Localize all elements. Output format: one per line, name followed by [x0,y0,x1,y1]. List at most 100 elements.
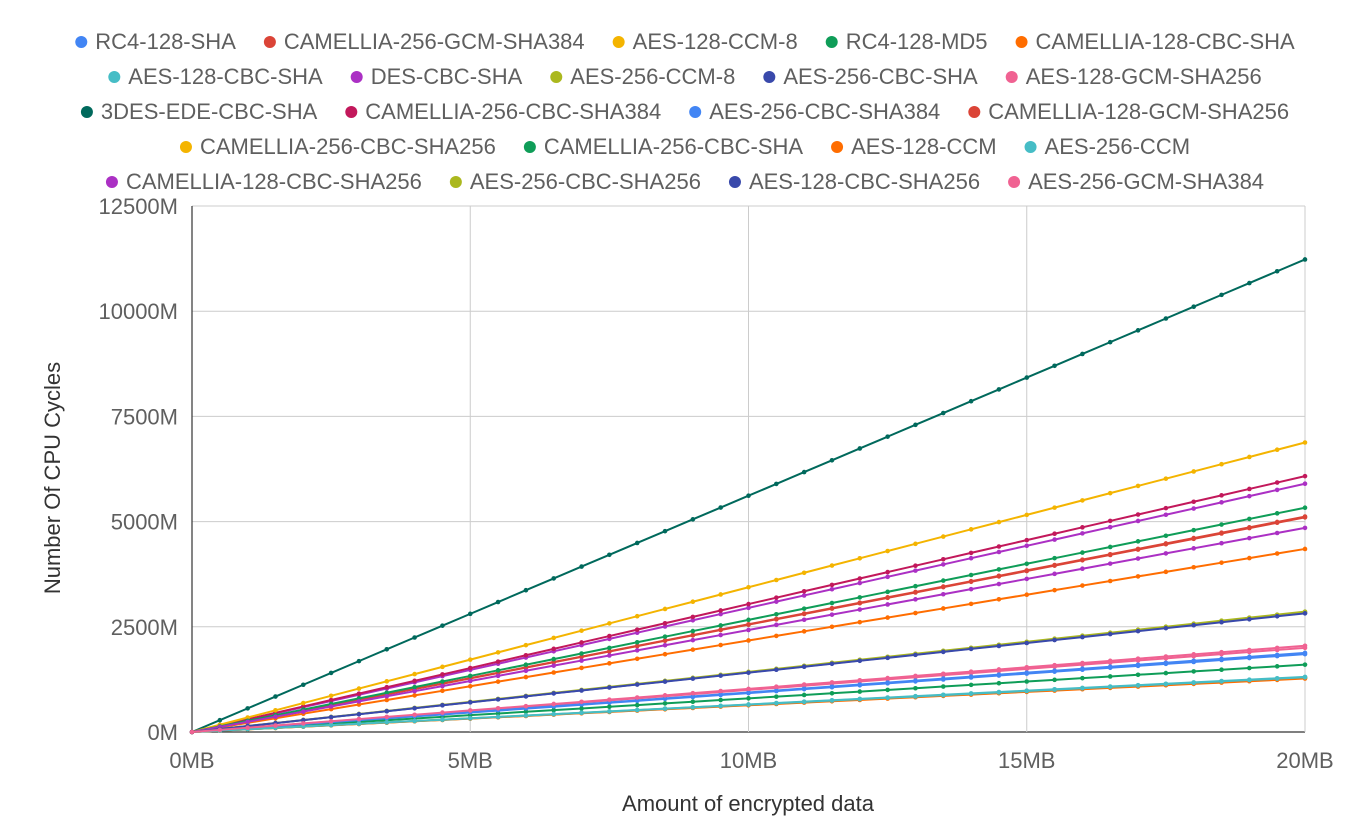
data-point [607,648,612,654]
data-point [1191,546,1196,551]
data-point [384,690,390,696]
data-point [634,648,640,653]
legend-item-rc4-128-sha[interactable]: RC4-128-SHA [75,29,236,54]
data-point [607,621,612,626]
data-point [495,697,501,702]
data-point [523,642,529,648]
data-point [523,713,529,718]
legend-item-3des-ede-cbc-sha[interactable]: 3DES-EDE-CBC-SHA [80,99,318,124]
legend-item-camellia-256-cbc-sha[interactable]: CAMELLIA-256-CBC-SHA [523,134,804,159]
series-aes-256-gcm-sha384 [189,643,1308,735]
data-point [1024,512,1030,518]
data-point [690,699,696,704]
data-point [690,599,696,605]
data-point [801,570,807,576]
legend-item-camellia-256-cbc-sha256[interactable]: CAMELLIA-256-CBC-SHA256 [179,134,496,159]
data-point [1302,481,1308,487]
data-point [801,682,807,687]
data-point [634,707,640,713]
legend-item-camellia-256-gcm-sha384[interactable]: CAMELLIA-256-GCM-SHA384 [263,29,585,54]
data-point [996,680,1002,686]
data-point [1135,328,1141,333]
data-point [495,705,501,711]
y-tick-label: 2500M [111,615,178,640]
data-point [968,674,974,679]
y-tick-label: 0M [147,720,178,745]
data-point [690,676,696,681]
legend-marker [968,106,981,118]
data-point [384,714,390,720]
data-point [1024,592,1030,598]
legend-item-aes-128-cbc-sha256[interactable]: AES-128-CBC-SHA256 [728,169,980,194]
data-point [801,588,807,594]
legend-label: AES-256-GCM-SHA384 [1028,169,1264,194]
legend-marker [179,141,192,153]
legend-item-aes-256-cbc-sha384[interactable]: AES-256-CBC-SHA384 [689,99,940,124]
data-point [996,672,1002,677]
data-point [384,684,390,690]
data-point [1219,667,1224,673]
legend-label: RC4-128-SHA [95,29,236,54]
legend-item-camellia-256-cbc-sha384[interactable]: CAMELLIA-256-CBC-SHA384 [345,99,661,124]
data-point [551,701,557,707]
legend-item-camellia-128-gcm-sha256[interactable]: CAMELLIA-128-GCM-SHA256 [968,99,1289,124]
data-point [718,592,723,597]
legend-item-rc4-128-md5[interactable]: RC4-128-MD5 [825,29,988,54]
data-point [968,578,974,584]
data-point [467,678,473,684]
data-point [1274,519,1280,525]
legend-item-des-cbc-sha[interactable]: DES-CBC-SHA [350,64,523,89]
legend-item-aes-256-cbc-sha256[interactable]: AES-256-CBC-SHA256 [449,169,701,194]
legend-item-camellia-128-cbc-sha256[interactable]: CAMELLIA-128-CBC-SHA256 [105,169,422,194]
legend-item-aes-128-ccm-8[interactable]: AES-128-CCM-8 [612,29,798,54]
data-point [440,664,445,670]
legend-item-aes-256-ccm-8[interactable]: AES-256-CCM-8 [550,64,735,89]
data-point [1274,268,1280,274]
legend-item-aes-128-ccm[interactable]: AES-128-CCM [831,134,997,159]
data-point [467,708,473,713]
data-point [718,688,723,694]
legend-item-aes-128-gcm-sha256[interactable]: AES-128-GCM-SHA256 [1005,64,1262,89]
legend-item-aes-128-cbc-sha[interactable]: AES-128-CBC-SHA [108,64,323,89]
data-point [801,699,807,705]
legend-item-aes-256-ccm[interactable]: AES-256-CCM [1024,134,1190,159]
legend-marker [550,71,563,83]
data-point [384,720,390,725]
data-point [551,691,557,696]
data-point [996,567,1002,572]
data-point [885,574,890,580]
data-point [662,528,668,534]
data-point [1219,522,1224,527]
data-point [1024,543,1030,549]
data-point [1191,469,1196,474]
legend-label: AES-128-CBC-SHA [128,64,323,89]
data-point [746,584,751,590]
legend-label: AES-128-CCM-8 [633,29,798,54]
data-point [885,675,890,681]
legend-item-aes-256-cbc-sha[interactable]: AES-256-CBC-SHA [763,64,978,89]
data-point [940,557,946,562]
data-point [718,632,723,638]
legend-marker [108,71,121,83]
data-point [801,629,807,634]
legend-marker [523,141,536,153]
data-point [746,617,751,623]
data-point [690,614,696,620]
data-point [690,628,696,634]
data-point [801,692,807,698]
legend-item-camellia-128-cbc-sha[interactable]: CAMELLIA-128-CBC-SHA [1015,29,1296,54]
data-point [1024,640,1030,646]
data-point [1247,535,1252,541]
data-point [1191,652,1196,657]
legend-item-aes-256-gcm-sha384[interactable]: AES-256-GCM-SHA384 [1008,169,1264,194]
data-point [857,446,863,451]
legend-marker [831,141,844,153]
data-point [1219,530,1224,536]
data-point [913,678,918,683]
data-point [801,686,807,691]
data-point [1080,660,1085,666]
data-point [301,717,306,723]
data-point [356,716,362,722]
legend-label: CAMELLIA-256-CBC-SHA256 [200,134,496,159]
data-point [968,669,974,674]
